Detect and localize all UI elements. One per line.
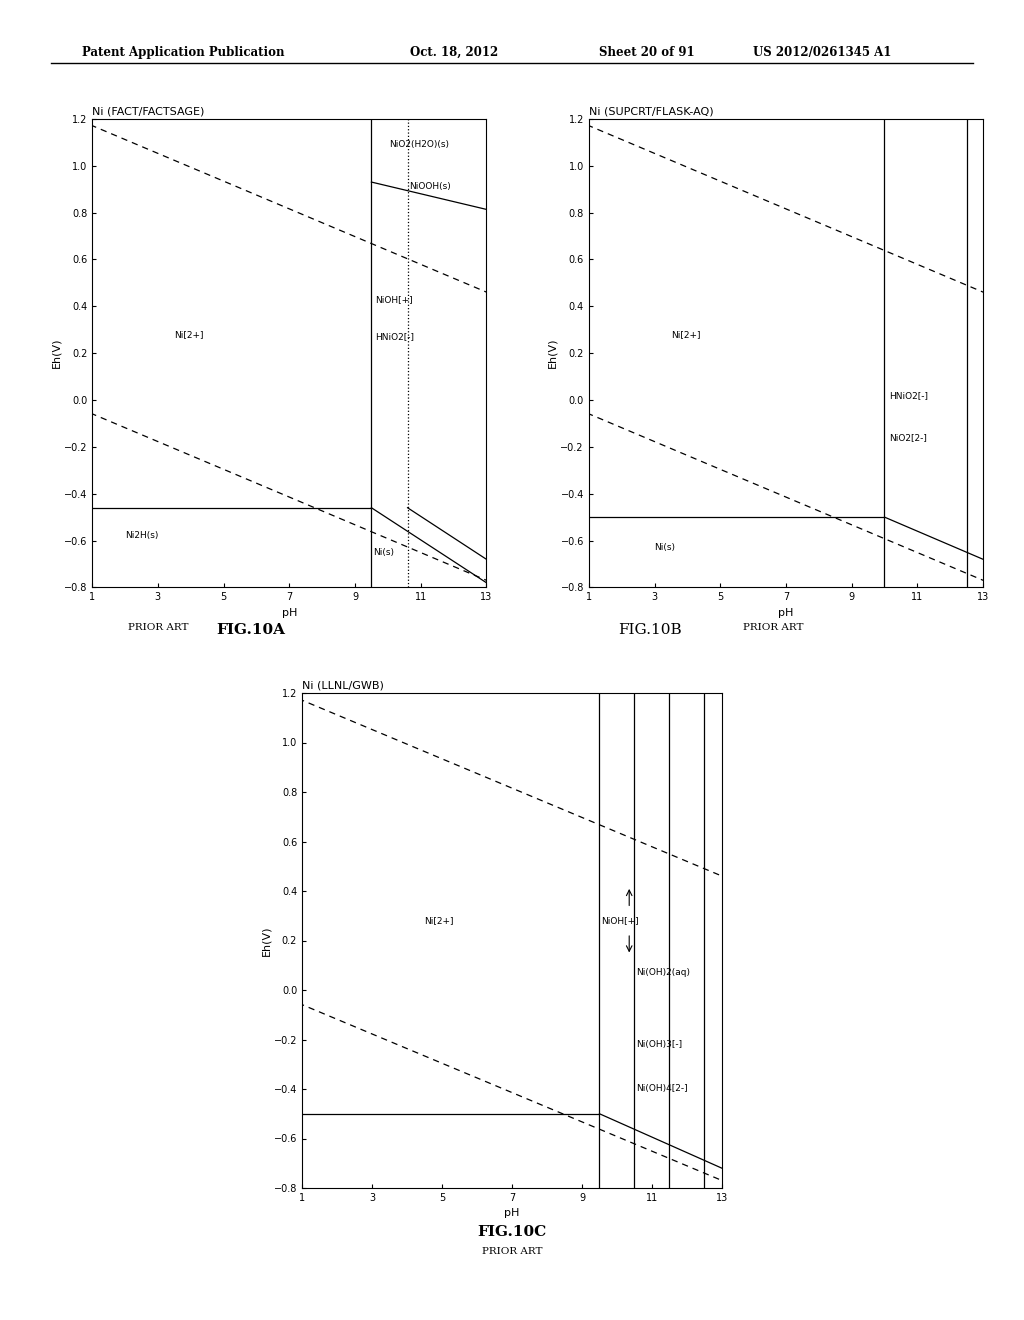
Text: HNiO2[-]: HNiO2[-] (890, 391, 929, 400)
Text: PRIOR ART: PRIOR ART (128, 623, 189, 632)
Text: HNiO2[-]: HNiO2[-] (376, 333, 415, 341)
Text: US 2012/0261345 A1: US 2012/0261345 A1 (753, 46, 891, 59)
Text: Ni (LLNL/GWB): Ni (LLNL/GWB) (302, 681, 384, 690)
Text: Oct. 18, 2012: Oct. 18, 2012 (410, 46, 498, 59)
Text: Ni(OH)3[-]: Ni(OH)3[-] (636, 1040, 682, 1049)
Text: Sheet 20 of 91: Sheet 20 of 91 (599, 46, 694, 59)
Text: FIG.10A: FIG.10A (216, 623, 286, 638)
Text: Ni(OH)4[2-]: Ni(OH)4[2-] (636, 1085, 688, 1093)
Text: Ni(s): Ni(s) (373, 548, 394, 557)
Text: NiO2(H2O)(s): NiO2(H2O)(s) (389, 140, 450, 149)
Text: FIG.10C: FIG.10C (477, 1225, 547, 1239)
Text: NiOOH(s): NiOOH(s) (410, 182, 451, 191)
Text: PRIOR ART: PRIOR ART (481, 1247, 543, 1257)
Text: Ni[2+]: Ni[2+] (174, 330, 204, 339)
Text: NiO2[2-]: NiO2[2-] (890, 433, 928, 442)
X-axis label: pH: pH (282, 607, 297, 618)
Text: NiOH[+]: NiOH[+] (376, 294, 413, 304)
Y-axis label: Eh(V): Eh(V) (548, 338, 558, 368)
Text: Patent Application Publication: Patent Application Publication (82, 46, 285, 59)
Y-axis label: Eh(V): Eh(V) (261, 925, 271, 956)
Text: Ni (FACT/FACTSAGE): Ni (FACT/FACTSAGE) (92, 107, 205, 116)
Text: FIG.10B: FIG.10B (618, 623, 682, 638)
Text: Ni2H(s): Ni2H(s) (125, 532, 159, 540)
Text: Ni(s): Ni(s) (654, 543, 676, 552)
Text: Ni (SUPCRT/FLASK-AQ): Ni (SUPCRT/FLASK-AQ) (589, 107, 714, 116)
Text: Ni[2+]: Ni[2+] (671, 330, 700, 339)
X-axis label: pH: pH (778, 607, 794, 618)
Text: PRIOR ART: PRIOR ART (742, 623, 804, 632)
Y-axis label: Eh(V): Eh(V) (51, 338, 61, 368)
Text: Ni[2+]: Ni[2+] (425, 916, 454, 925)
Text: Ni(OH)2(aq): Ni(OH)2(aq) (636, 968, 690, 977)
X-axis label: pH: pH (504, 1208, 520, 1218)
Text: NiOH[+]: NiOH[+] (601, 916, 639, 925)
